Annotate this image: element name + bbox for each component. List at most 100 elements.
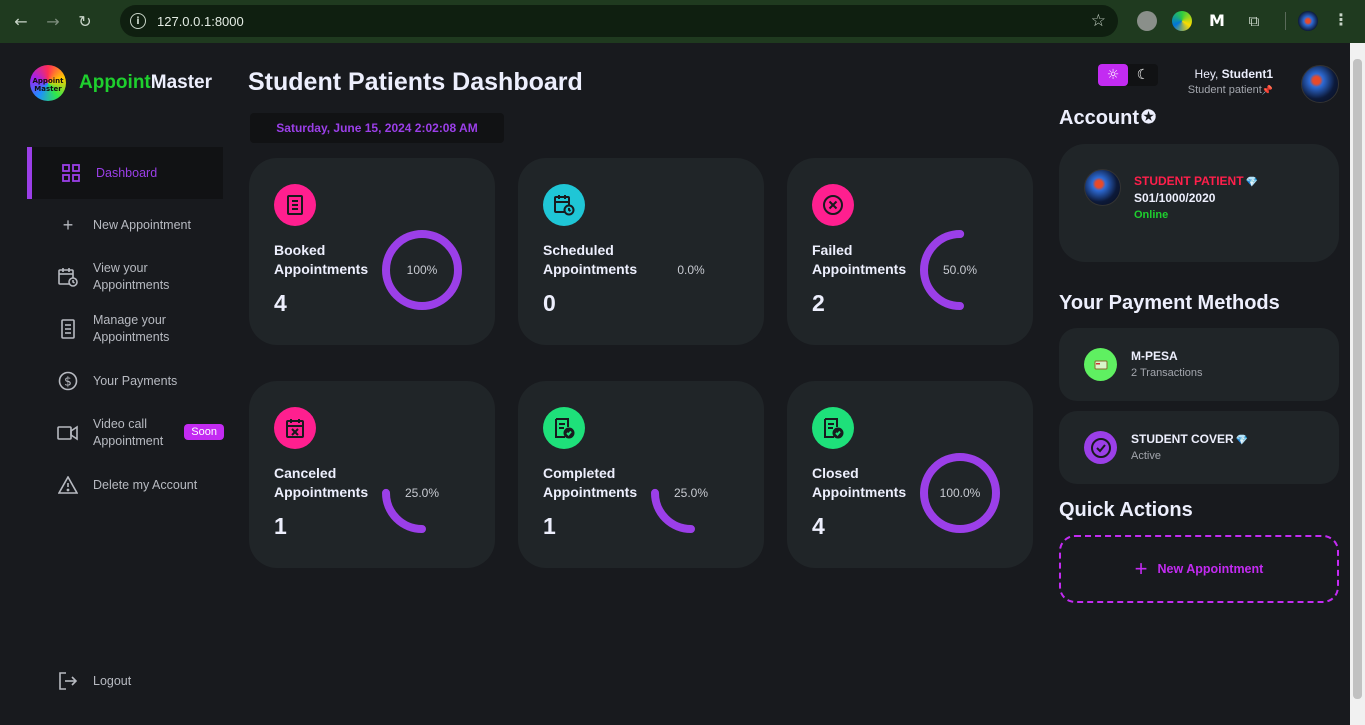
progress-ring-arc (920, 230, 1000, 310)
moon-icon[interactable]: ☾ (1136, 67, 1150, 83)
scrollbar-thumb[interactable] (1353, 59, 1362, 699)
url-text: 127.0.0.1:8000 (157, 13, 244, 29)
stat-card-value: 2 (812, 290, 825, 316)
brand[interactable]: Appoint Master AppointMaster (30, 65, 212, 101)
sun-icon[interactable]: ☼ (1098, 64, 1128, 86)
extension-profile-icon[interactable] (1137, 11, 1157, 31)
payment-method-mpesa[interactable]: M-PESA 2 Transactions (1059, 328, 1339, 401)
browser-toolbar: ← → ↻ i 127.0.0.1:8000 ☆ M ⧉ ⋮ (0, 0, 1365, 43)
stat-card-label: Canceled Appointments (274, 465, 369, 500)
sidebar-item-new-appointment[interactable]: + New Appointment (27, 199, 223, 251)
payment-method-name: M-PESA (1131, 349, 1178, 363)
progress-percent: 50.0% (942, 263, 978, 277)
payment-method-name: STUDENT COVER 💎 (1131, 432, 1248, 446)
account-title: Account ✪ (1059, 107, 1156, 130)
stat-card-label: Booked Appointments (274, 242, 369, 277)
video-icon (57, 422, 79, 444)
sidebar-item-label: Delete my Account (93, 477, 198, 492)
logout-icon (57, 670, 79, 692)
stat-card[interactable]: Canceled Appointments 1 25.0% (249, 381, 495, 568)
progress-ring-arc (651, 453, 731, 533)
brand-name-part1: Appoint (79, 72, 151, 93)
payment-method-student-cover[interactable]: STUDENT COVER 💎 Active (1059, 411, 1339, 484)
user-role: Student patient📌 (1100, 84, 1273, 96)
sidebar-item-video-call[interactable]: Video call Appointment Soon (27, 407, 224, 459)
receipt-icon (274, 184, 316, 226)
progress-ring (382, 230, 462, 310)
sidebar-item-payments[interactable]: $ Your Payments (27, 355, 223, 407)
quick-actions-title: Quick Actions (1059, 499, 1193, 521)
soon-badge: Soon (184, 424, 224, 440)
datetime-display: Saturday, June 15, 2024 2:02:08 AM (250, 113, 504, 143)
sidebar-item-label: View your Appointments (93, 261, 170, 292)
sidebar-item-delete-account[interactable]: Delete my Account (27, 459, 223, 511)
back-arrow-icon[interactable]: ← (14, 12, 28, 31)
warning-icon (57, 474, 79, 496)
sidebar-item-label: Video call Appointment (93, 417, 164, 448)
receipt-icon (57, 318, 79, 340)
progress-percent: 0.0% (677, 263, 705, 277)
stat-card[interactable]: Failed Appointments 2 50.0% (787, 158, 1033, 345)
bookmark-star-icon[interactable]: ☆ (1090, 11, 1106, 31)
stat-card[interactable]: Closed Appointments 4 100.0% (787, 381, 1033, 568)
progress-ring (920, 453, 1000, 533)
grid-icon (60, 162, 82, 184)
quick-new-appointment-label: New Appointment (1157, 562, 1264, 576)
account-card: STUDENT PATIENT 💎 S01/1000/2020 Online (1059, 144, 1339, 262)
sidebar-item-label: Your Payments (93, 373, 178, 388)
logout-button[interactable]: Logout (27, 655, 185, 707)
mpesa-icon (1084, 348, 1117, 381)
greeting: Hey, Student1 (1100, 67, 1273, 81)
progress-ring-arc (920, 453, 1000, 533)
dollar-icon: $ (57, 370, 79, 392)
sidebar-item-view-appointments[interactable]: View your Appointments (27, 251, 223, 303)
progress-ring (920, 230, 1000, 310)
browser-menu-icon[interactable]: ⋮ (1333, 10, 1349, 29)
logo: Appoint Master (30, 65, 66, 101)
sidebar-item-manage-appointments[interactable]: Manage your Appointments (27, 303, 223, 355)
reload-icon[interactable]: ↻ (78, 12, 92, 31)
check-circle-icon (1084, 431, 1117, 464)
pin-icon: 📌 (1261, 85, 1273, 95)
progress-ring-arc (382, 230, 462, 310)
sidebar-item-dashboard[interactable]: Dashboard (27, 147, 223, 199)
sidebar-item-label: Manage your Appointments (93, 313, 170, 344)
stat-card[interactable]: Booked Appointments 4 100% (249, 158, 495, 345)
document-check-icon (543, 407, 585, 449)
extension-colorful-icon[interactable] (1172, 11, 1192, 31)
quick-new-appointment-button[interactable]: + New Appointment (1059, 535, 1339, 603)
logout-label: Logout (93, 673, 132, 688)
calendar-clock-icon (57, 266, 79, 288)
stat-card-value: 0 (543, 290, 556, 316)
calendar-clock-icon (543, 184, 585, 226)
progress-ring (651, 453, 731, 533)
x-circle-icon (812, 184, 854, 226)
stat-card[interactable]: Scheduled Appointments 0 0.0% (518, 158, 764, 345)
extension-m-icon[interactable]: M (1209, 11, 1225, 30)
stat-card-value: 1 (543, 513, 556, 539)
address-bar[interactable]: i 127.0.0.1:8000 ☆ (120, 5, 1118, 37)
scrollbar[interactable] (1350, 43, 1365, 725)
progress-percent: 100% (406, 263, 438, 277)
progress-ring-arc (382, 453, 462, 533)
account-avatar (1084, 169, 1121, 206)
account-title-text: Account (1059, 107, 1139, 129)
browser-profile-avatar[interactable] (1298, 11, 1318, 31)
account-status: Online (1134, 209, 1169, 221)
calendar-x-icon (274, 407, 316, 449)
stat-card[interactable]: Completed Appointments 1 25.0% (518, 381, 764, 568)
stat-card-label: Completed Appointments (543, 465, 638, 500)
site-info-icon[interactable]: i (130, 13, 146, 29)
sidebar-item-label: Dashboard (96, 165, 158, 180)
payment-method-name-text: STUDENT COVER (1131, 432, 1234, 446)
logo-text: Appoint Master (32, 77, 64, 93)
account-name: STUDENT PATIENT 💎 (1134, 174, 1258, 188)
forward-arrow-icon[interactable]: → (46, 12, 60, 31)
verified-badge-icon: ✪ (1141, 107, 1157, 127)
document-check-icon (812, 407, 854, 449)
payment-methods-title: Your Payment Methods (1059, 292, 1280, 314)
extensions-puzzle-icon[interactable]: ⧉ (1248, 12, 1260, 30)
progress-ring (382, 453, 462, 533)
avatar[interactable] (1301, 65, 1339, 103)
svg-text:$: $ (64, 375, 72, 389)
